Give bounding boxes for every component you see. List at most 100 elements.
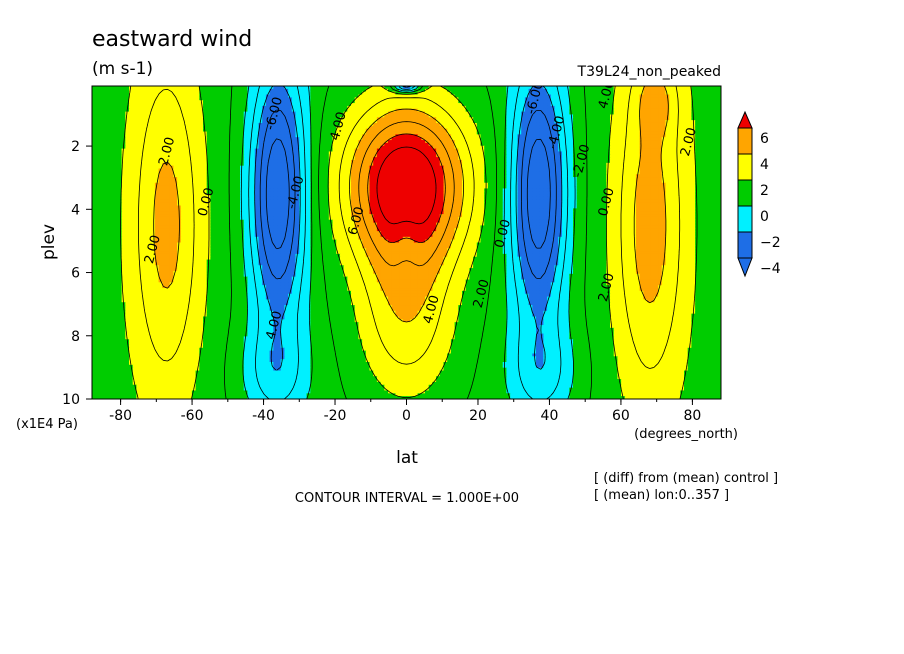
contour-cell <box>347 111 352 116</box>
contour-cell <box>251 131 256 135</box>
contour-cell <box>521 114 526 118</box>
contour-cell <box>380 134 385 138</box>
contour-cell <box>643 111 648 116</box>
contour-cell <box>421 114 426 118</box>
contour-cell <box>251 111 256 116</box>
contour-cell <box>317 108 322 113</box>
contour-cell <box>639 120 644 124</box>
contour-cell <box>236 142 241 147</box>
contour-cell <box>665 128 670 133</box>
contour-cell <box>232 151 237 155</box>
contour-cell <box>550 94 556 98</box>
contour-cell <box>388 88 393 93</box>
contour-cell <box>306 117 311 121</box>
contour-cell <box>480 125 485 130</box>
contour-cell <box>314 114 319 118</box>
contour-cell <box>277 140 282 144</box>
contour-cell <box>380 122 385 127</box>
contour-cell <box>450 142 456 147</box>
contour-cell <box>406 137 411 141</box>
contour-cell <box>336 111 341 116</box>
contour-cell <box>214 86 219 90</box>
contour-cell <box>184 97 189 101</box>
contour-cell <box>354 134 359 138</box>
contour-cell <box>262 122 267 127</box>
contour-cell <box>713 145 718 150</box>
contour-cell <box>610 91 615 96</box>
contour-cell <box>669 100 674 104</box>
contour-cell <box>269 108 274 113</box>
contour-cell <box>339 128 345 133</box>
contour-cell <box>225 125 230 130</box>
contour-cell <box>532 120 537 124</box>
contour-cell <box>517 134 522 138</box>
contour-cell <box>258 131 263 135</box>
contour-cell <box>499 88 504 93</box>
contour-cell <box>665 137 670 141</box>
contour-cell <box>628 134 633 138</box>
contour-cell <box>195 140 200 144</box>
contour-cell <box>713 100 718 104</box>
contour-cell <box>680 105 685 110</box>
contour-cell <box>358 86 363 90</box>
contour-cell <box>395 111 400 116</box>
contour-cell <box>439 122 445 127</box>
contour-cell <box>573 88 578 93</box>
contour-cell <box>502 117 507 121</box>
contour-cell <box>288 91 293 96</box>
contour-cell <box>339 91 345 96</box>
contour-cell <box>291 151 297 155</box>
contour-cell <box>465 100 470 104</box>
contour-cell <box>339 86 345 90</box>
contour-cell <box>465 122 470 127</box>
contour-cell <box>314 137 319 141</box>
contour-cell <box>399 148 404 153</box>
contour-cell <box>332 148 337 153</box>
contour-cell <box>258 86 263 90</box>
contour-cell <box>114 134 119 138</box>
contour-cell <box>684 97 689 101</box>
contour-cell <box>280 86 285 90</box>
contour-cell <box>484 122 489 127</box>
contour-cell <box>491 140 496 144</box>
contour-cell <box>314 151 319 155</box>
contour-cell <box>314 111 319 116</box>
contour-cell <box>713 117 718 121</box>
contour-cell <box>717 100 721 104</box>
contour-cell <box>709 105 715 110</box>
contour-cell <box>606 145 611 150</box>
contour-cell <box>517 145 522 150</box>
contour-cell <box>332 94 337 98</box>
contour-cell <box>99 137 104 141</box>
contour-cell <box>521 128 526 133</box>
contour-cell <box>439 120 445 124</box>
contour-cell <box>343 97 348 101</box>
contour-cell <box>410 103 415 107</box>
contour-cell <box>684 151 689 155</box>
contour-cell <box>166 134 171 138</box>
contour-cell <box>550 114 556 118</box>
contour-cell <box>147 100 152 104</box>
contour-cell <box>543 125 548 130</box>
contour-cell <box>362 151 367 155</box>
contour-cell <box>576 88 581 93</box>
contour-cell <box>513 145 519 150</box>
contour-cell <box>347 145 352 150</box>
contour-cell <box>713 105 718 110</box>
contour-cell <box>491 145 496 150</box>
contour-cell <box>669 105 674 110</box>
contour-cell <box>624 140 630 144</box>
contour-cell <box>410 142 415 147</box>
contour-cell <box>495 120 500 124</box>
contour-cell <box>376 97 382 101</box>
contour-cell <box>669 151 674 155</box>
contour-cell <box>425 103 430 107</box>
contour-cell <box>173 142 178 147</box>
contour-cell <box>332 108 337 113</box>
contour-cell <box>672 105 678 110</box>
contour-cell <box>687 94 692 98</box>
contour-cell <box>221 97 226 101</box>
contour-cell <box>650 94 655 98</box>
contour-cell <box>336 97 341 101</box>
contour-cell <box>684 108 689 113</box>
